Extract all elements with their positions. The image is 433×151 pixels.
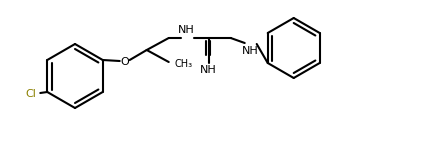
Text: NH: NH: [178, 25, 195, 35]
Text: O: O: [120, 57, 129, 67]
Text: NH: NH: [200, 65, 217, 75]
Text: NH: NH: [242, 46, 259, 56]
Text: CH₃: CH₃: [174, 59, 193, 69]
Text: Cl: Cl: [26, 89, 37, 99]
